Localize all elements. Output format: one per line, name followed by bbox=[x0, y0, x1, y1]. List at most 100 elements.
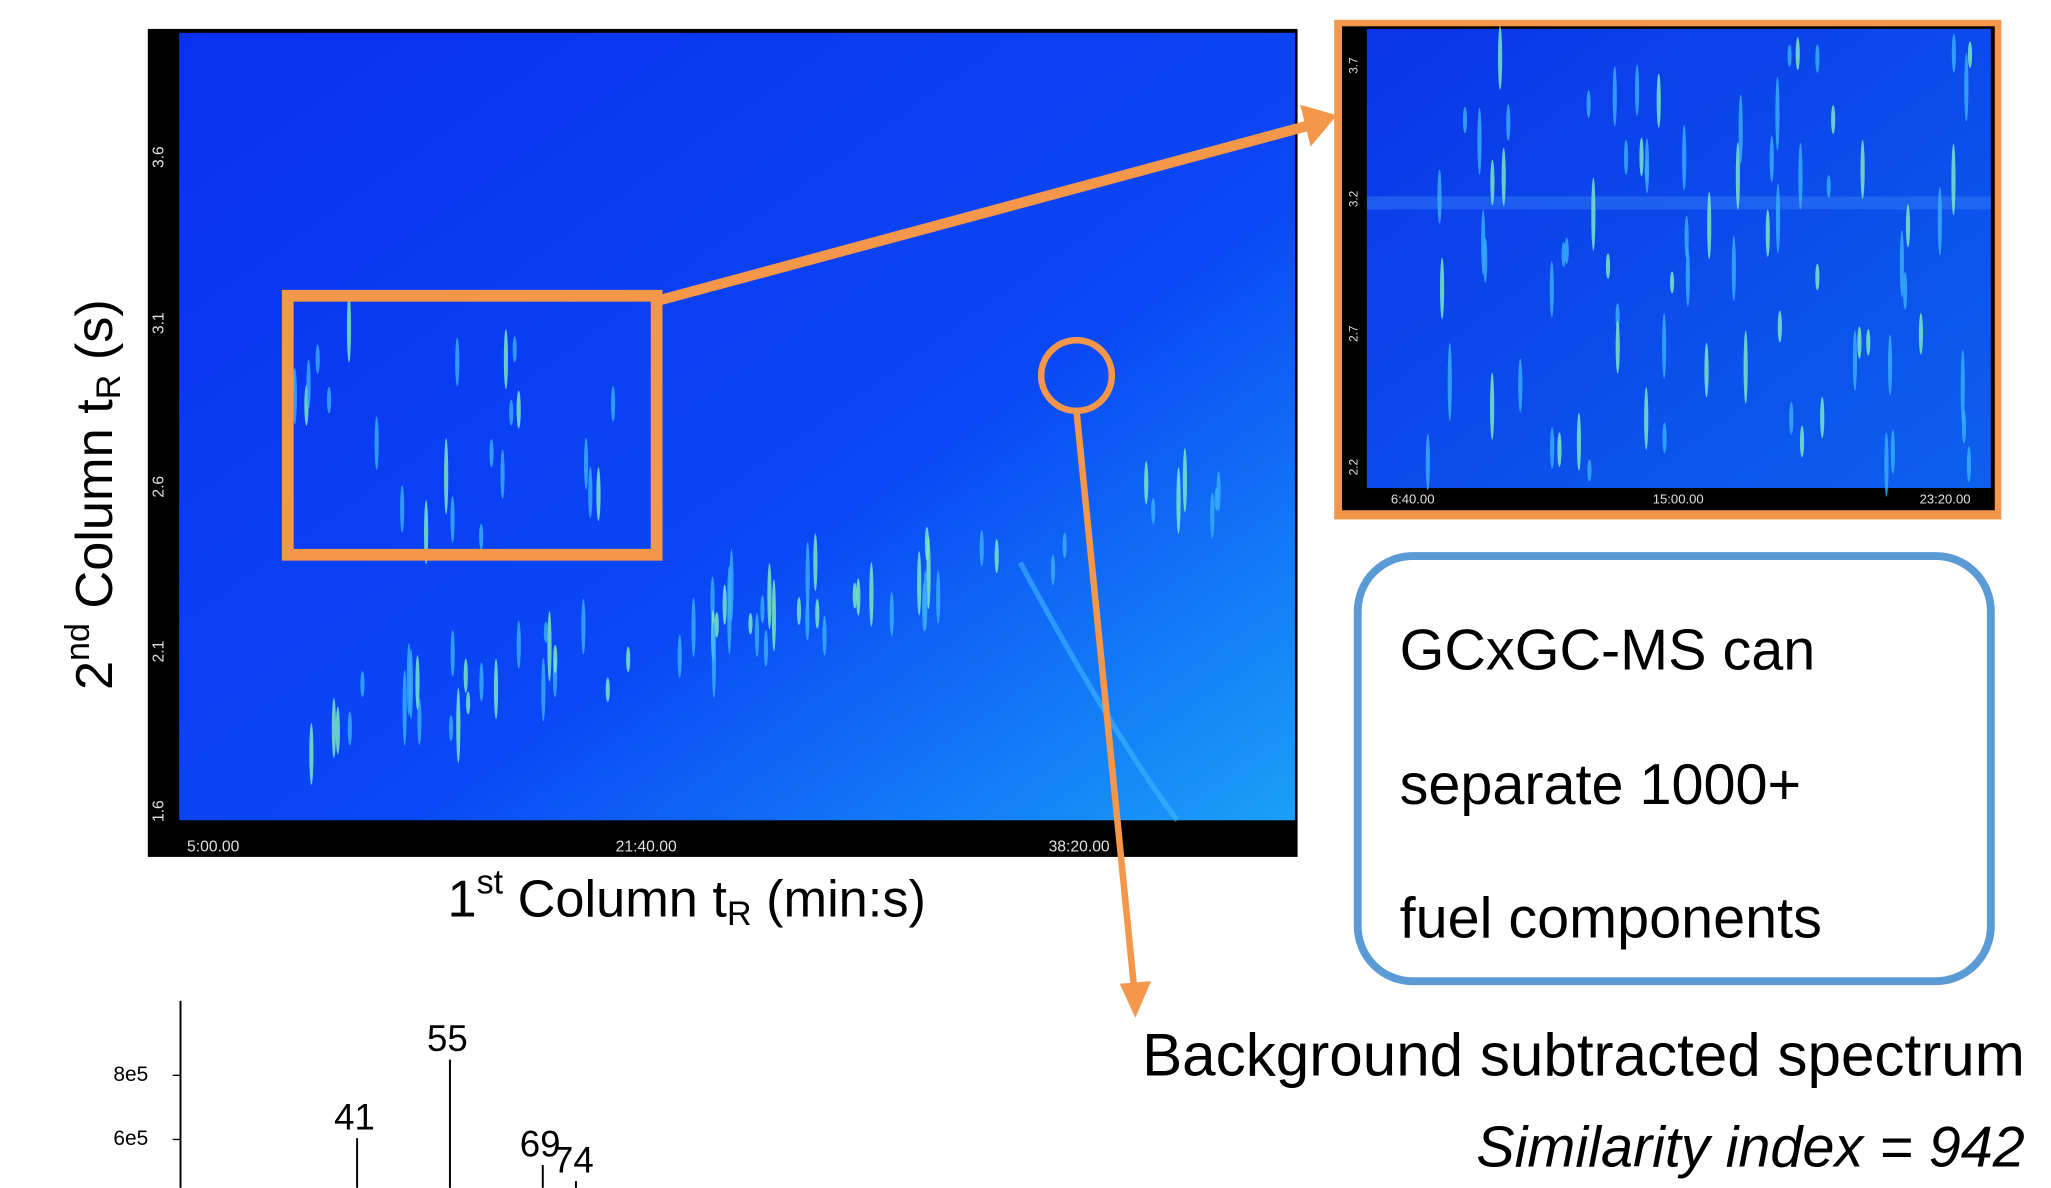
x-tick-label: 6:40.00 bbox=[1391, 492, 1435, 507]
peak-spot bbox=[1462, 106, 1468, 134]
x-tick-label: 38:20.00 bbox=[1049, 839, 1110, 856]
peak-spot bbox=[1787, 44, 1792, 67]
peak-spot bbox=[1561, 242, 1566, 267]
peak-spot bbox=[1437, 169, 1442, 224]
peak-spot bbox=[796, 597, 802, 625]
peak-spot bbox=[1182, 448, 1188, 513]
peak-spot bbox=[1591, 177, 1596, 251]
peak-spot bbox=[1615, 320, 1620, 374]
peak-spot bbox=[1884, 432, 1889, 497]
callout-line: GCxGC-MS can bbox=[1400, 618, 1816, 682]
peak-spot bbox=[1738, 94, 1743, 164]
peak-spot bbox=[605, 677, 610, 702]
peak-spot bbox=[626, 646, 631, 673]
peak-label: 41 bbox=[334, 1097, 375, 1138]
caption-title: Background subtracted spectrum bbox=[1142, 1022, 2025, 1089]
peak-spot bbox=[805, 541, 810, 612]
background-band bbox=[1366, 196, 1991, 210]
peak-spot bbox=[450, 630, 455, 677]
callout-line: fuel components bbox=[1400, 887, 1822, 951]
peak-spot bbox=[444, 438, 449, 515]
peak-spot bbox=[767, 563, 772, 630]
peak-spot bbox=[509, 399, 514, 426]
peak-spot bbox=[1564, 237, 1569, 265]
peak-spot bbox=[1518, 358, 1523, 413]
peak-spot bbox=[1966, 446, 1972, 483]
peak-spot bbox=[512, 336, 517, 363]
peak-spot bbox=[1662, 422, 1667, 454]
peak-spot bbox=[1798, 142, 1803, 210]
inset-heatmap bbox=[1366, 28, 1991, 489]
peak-spot bbox=[1685, 246, 1690, 307]
peak-spot bbox=[889, 592, 894, 637]
spectrum-arrow bbox=[1073, 410, 1138, 989]
peak-spot bbox=[581, 599, 586, 655]
peak-spot bbox=[1498, 25, 1503, 90]
peak-spot bbox=[400, 485, 405, 533]
peak-spot bbox=[771, 579, 776, 652]
peak-spot bbox=[408, 648, 414, 719]
peak-spot bbox=[466, 691, 471, 715]
peak-spot bbox=[1615, 303, 1620, 330]
peak-spot bbox=[1860, 139, 1865, 199]
peak-spot bbox=[1967, 41, 1973, 68]
peak-spot bbox=[1656, 73, 1661, 128]
peak-spot bbox=[1775, 77, 1780, 151]
peak-spot bbox=[917, 551, 922, 616]
peak-spot bbox=[994, 538, 999, 574]
peak-spot bbox=[1735, 142, 1740, 210]
y-tick-label: 3.2 bbox=[1348, 191, 1361, 207]
peak-spot bbox=[1815, 263, 1820, 291]
x-tick-label: 5:00.00 bbox=[187, 839, 240, 856]
peak-spot bbox=[1050, 554, 1056, 586]
peak-spot bbox=[1795, 37, 1800, 71]
peak-spot bbox=[553, 644, 558, 674]
peak-spot bbox=[1176, 467, 1181, 534]
peak-spot bbox=[516, 390, 521, 429]
peak-spot bbox=[1506, 104, 1511, 141]
peak-label: 69 bbox=[520, 1123, 561, 1164]
peak-spot bbox=[1820, 396, 1825, 439]
peak-spot bbox=[1662, 313, 1667, 379]
peak-spot bbox=[1815, 44, 1820, 73]
peak-spot bbox=[677, 634, 682, 679]
main-heatmap bbox=[179, 32, 1295, 821]
peak-spot bbox=[760, 595, 765, 623]
peak-spot bbox=[1731, 235, 1736, 301]
peak-spot bbox=[588, 466, 593, 519]
peak-spot bbox=[1635, 64, 1640, 116]
peak-spot bbox=[415, 655, 420, 711]
peak-spot bbox=[1707, 192, 1712, 260]
peak-spot bbox=[1964, 52, 1969, 122]
peak-spot bbox=[1440, 257, 1445, 320]
peak-spot bbox=[1447, 343, 1452, 422]
callout-line: separate 1000+ bbox=[1400, 753, 1802, 817]
y-tick-label: 2.6 bbox=[151, 476, 168, 498]
zoom-arrow bbox=[655, 120, 1310, 307]
peak-spot bbox=[456, 687, 461, 763]
peak-spot bbox=[1639, 137, 1644, 177]
peak-spot bbox=[754, 612, 760, 657]
peak-spot bbox=[1623, 139, 1629, 175]
peak-spot bbox=[856, 578, 861, 616]
peak-spot bbox=[448, 715, 454, 741]
y-tick-label: 1.6 bbox=[151, 800, 168, 822]
peak-spot bbox=[722, 584, 727, 625]
peak-spot bbox=[493, 658, 499, 720]
peak-spot bbox=[374, 416, 379, 471]
peak-spot bbox=[1704, 342, 1709, 398]
peak-spot bbox=[1210, 492, 1215, 539]
peak-spot bbox=[869, 562, 874, 627]
peak-spot bbox=[1669, 271, 1675, 294]
peak-spot bbox=[611, 386, 616, 422]
peak-spot bbox=[1151, 498, 1156, 524]
peak-spot bbox=[1777, 310, 1782, 343]
peak-spot bbox=[979, 530, 984, 567]
x-tick-label: 21:40.00 bbox=[616, 839, 677, 856]
peak-spot bbox=[1789, 401, 1794, 436]
peak-spot bbox=[596, 467, 601, 522]
peak-spot bbox=[479, 662, 484, 702]
peak-spot bbox=[1937, 187, 1942, 256]
